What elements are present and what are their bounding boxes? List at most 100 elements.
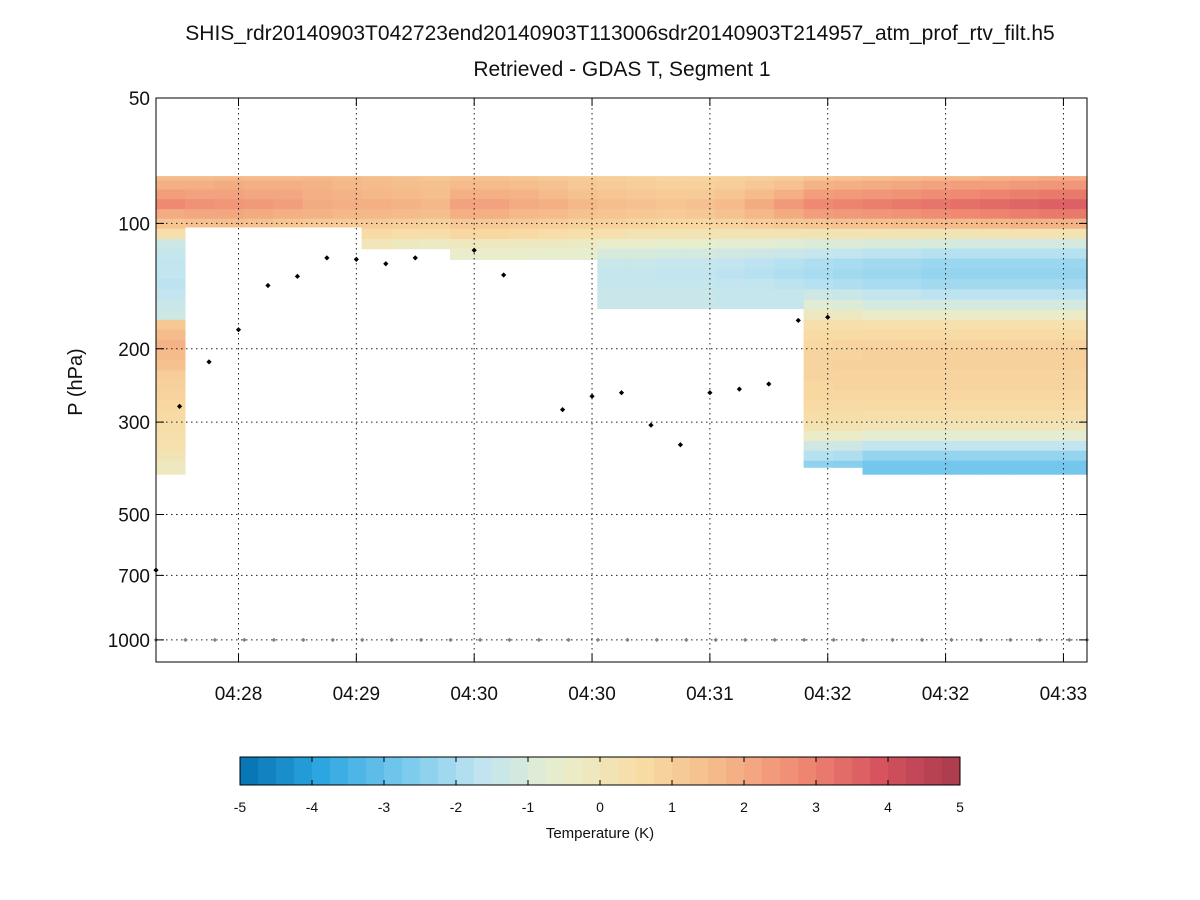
heatmap-cell <box>156 400 186 412</box>
heatmap-cell <box>950 258 981 270</box>
heatmap-cell <box>243 180 274 191</box>
heatmap-cell <box>509 199 540 210</box>
heatmap-cell <box>803 400 834 412</box>
colorbar-segment <box>780 757 799 785</box>
colorbar-segment <box>384 757 403 785</box>
heatmap-cell <box>892 410 923 422</box>
heatmap-cell <box>1039 450 1070 462</box>
heatmap-cell <box>803 319 834 331</box>
heatmap-cell <box>156 180 186 191</box>
heatmap-cell <box>243 209 274 220</box>
heatmap-cell <box>420 176 451 182</box>
heatmap-cell <box>803 440 834 452</box>
heatmap-cell <box>833 248 864 260</box>
heatmap-cell <box>803 310 834 321</box>
heatmap-cell <box>597 289 628 309</box>
heatmap-cell <box>597 278 628 290</box>
heatmap-cell <box>597 258 628 270</box>
heatmap-cell <box>921 370 952 382</box>
heatmap-cell <box>744 278 775 290</box>
heatmap-cell <box>450 199 481 210</box>
x-tick-label: 04:33 <box>1040 684 1088 705</box>
heatmap-cell <box>332 199 363 210</box>
heatmap-cell <box>1009 289 1040 301</box>
heatmap-cell <box>1039 289 1070 301</box>
heatmap-cell <box>715 278 746 290</box>
heatmap-cell <box>980 350 1011 361</box>
heatmap-cell <box>833 209 864 220</box>
surface-marker <box>477 637 483 643</box>
y-tick-label: 200 <box>118 340 150 361</box>
heatmap-cell <box>803 329 834 341</box>
heatmap-cell <box>980 370 1011 382</box>
heatmap-cell <box>980 218 1011 230</box>
heatmap-cell <box>184 218 215 228</box>
heatmap-cell <box>626 268 657 280</box>
heatmap-cell <box>567 238 598 250</box>
heatmap-cell <box>656 189 687 200</box>
heatmap-cell <box>1009 268 1040 280</box>
heatmap-cell <box>656 176 687 182</box>
heatmap-cell <box>567 180 598 191</box>
colorbar-segment <box>672 757 691 785</box>
heatmap-cell <box>803 218 834 230</box>
heatmap-cell <box>862 430 893 442</box>
heatmap-cell <box>1009 218 1040 230</box>
colorbar-segment <box>708 757 727 785</box>
x-tick-label: 04:28 <box>215 684 263 705</box>
heatmap-cell <box>921 430 952 442</box>
colorbar-segment <box>330 757 349 785</box>
heatmap-cell <box>980 310 1011 321</box>
heatmap-cell <box>656 209 687 220</box>
heatmap-cell <box>921 440 952 452</box>
colorbar-segment <box>510 757 529 785</box>
heatmap-cell <box>361 176 392 182</box>
heatmap-cell <box>156 228 186 240</box>
heatmap-cell <box>479 228 510 240</box>
heatmap-cell <box>361 199 392 210</box>
heatmap-cell <box>1068 450 1088 462</box>
colorbar-segment <box>816 757 835 785</box>
heatmap-cell <box>509 176 540 182</box>
colorbar-segment <box>618 757 637 785</box>
heatmap-cell <box>1009 278 1040 290</box>
heatmap-cell <box>892 360 923 371</box>
heatmap-cell <box>950 189 981 200</box>
heatmap-cell <box>156 370 186 382</box>
heatmap-cell <box>1009 228 1040 240</box>
surface-marker <box>242 637 247 643</box>
colorbar-segment <box>240 757 259 785</box>
heatmap-cell <box>302 218 333 228</box>
heatmap-cell <box>980 430 1011 442</box>
heatmap-cell <box>774 176 805 182</box>
heatmap-cell <box>892 310 923 321</box>
chart-title-line2: Retrieved - GDAS T, Segment 1 <box>473 58 770 81</box>
heatmap-cell <box>744 189 775 200</box>
heatmap-cell <box>950 339 981 351</box>
heatmap-cell <box>833 319 864 331</box>
heatmap-cell <box>1009 248 1040 260</box>
colorbar-segment <box>888 757 907 785</box>
heatmap-cell <box>892 199 923 210</box>
heatmap-cell <box>715 248 746 260</box>
heatmap-cell <box>980 268 1011 280</box>
heatmap-cell <box>892 289 923 301</box>
colorbar-tick-label: -1 <box>522 799 535 815</box>
heatmap-cell <box>892 268 923 280</box>
heatmap-cell <box>214 189 245 200</box>
heatmap-cell <box>950 390 981 402</box>
heatmap-cell <box>950 268 981 280</box>
heatmap-cell <box>950 228 981 240</box>
colorbar-segment <box>420 757 439 785</box>
heatmap-cell <box>774 278 805 290</box>
heatmap-cell <box>921 380 952 392</box>
heatmap-cell <box>715 180 746 191</box>
x-tick-label: 04:32 <box>804 684 852 705</box>
heatmap-cell <box>302 176 333 182</box>
colorbar-tick-label: 4 <box>884 799 892 815</box>
heatmap-cell <box>950 248 981 260</box>
heatmap-cell <box>567 228 598 240</box>
heatmap-cell <box>509 180 540 191</box>
heatmap-cell <box>509 238 540 250</box>
retrieval-marker <box>324 255 330 261</box>
